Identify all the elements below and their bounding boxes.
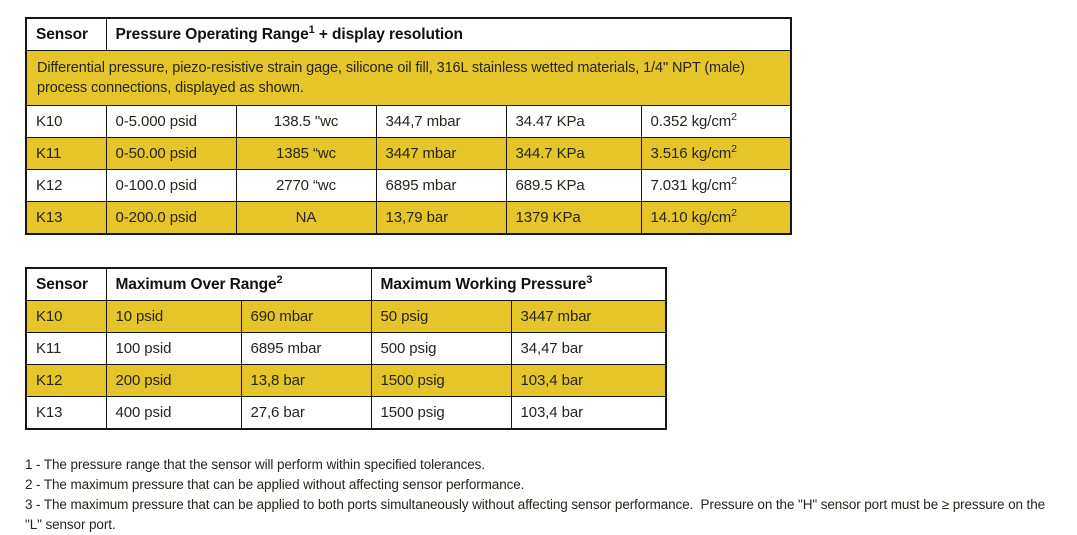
sensor-cell: K10 <box>25 105 107 138</box>
kgcm2-exponent: 2 <box>731 143 737 155</box>
mbar-cell: 6895 mbar <box>375 169 507 202</box>
maximum-over-range-header: Maximum Over Range2 <box>105 267 372 301</box>
sensor-cell: K11 <box>25 332 107 365</box>
kgcm2-cell: 3.516 kg/cm2 <box>640 137 792 170</box>
over-range-metric-cell: 13,8 bar <box>240 364 372 397</box>
kgcm2-cell: 14.10 kg/cm2 <box>640 201 792 235</box>
kpa-cell: 689.5 KPa <box>505 169 642 202</box>
over-range-metric-cell: 6895 mbar <box>240 332 372 365</box>
kgcm2-exponent: 2 <box>731 207 737 219</box>
working-pressure-metric-cell: 103,4 bar <box>510 396 667 430</box>
kgcm2-value: 14.10 kg/cm <box>650 209 732 226</box>
header-row: Sensor Pressure Operating Range1 + displ… <box>25 17 792 51</box>
working-pressure-metric-cell: 34,47 bar <box>510 332 667 365</box>
mbar-cell: 13,79 bar <box>375 201 507 235</box>
footnotes: 1 - The pressure range that the sensor w… <box>25 455 1060 535</box>
working-pressure-psig-cell: 1500 psig <box>370 364 512 397</box>
working-pressure-label: Maximum Working Pressure <box>380 275 587 293</box>
working-pressure-metric-cell: 103,4 bar <box>510 364 667 397</box>
range-header-footnote-ref: 1 <box>308 23 315 36</box>
footnote: 1 - The pressure range that the sensor w… <box>25 457 485 472</box>
over-range-label: Maximum Over Range <box>115 275 277 293</box>
table-row: K13 400 psid 27,6 bar 1500 psig 103,4 ba… <box>25 396 667 430</box>
kgcm2-cell: 7.031 kg/cm2 <box>640 169 792 202</box>
mbar-cell: 344,7 mbar <box>375 105 507 138</box>
kpa-cell: 1379 KPa <box>505 201 642 235</box>
over-range-metric-cell: 690 mbar <box>240 300 372 333</box>
maximum-working-pressure-header: Maximum Working Pressure3 <box>370 267 667 301</box>
working-pressure-footnote-ref: 3 <box>586 273 593 286</box>
table-row: K11 100 psid 6895 mbar 500 psig 34,47 ba… <box>25 332 667 365</box>
table-row: K13 0-200.0 psid NA 13,79 bar 1379 KPa 1… <box>25 201 792 235</box>
sensor-description: Differential pressure, piezo-resistive s… <box>25 50 792 106</box>
range-header-suffix: + display resolution <box>314 25 463 43</box>
footnote: 3 - The maximum pressure that can be app… <box>25 497 1049 532</box>
working-pressure-psig-cell: 1500 psig <box>370 396 512 430</box>
sensor-cell: K11 <box>25 137 107 170</box>
over-range-psid-cell: 10 psid <box>105 300 242 333</box>
table-row: K10 10 psid 690 mbar 50 psig 3447 mbar <box>25 300 667 333</box>
over-range-psid-cell: 200 psid <box>105 364 242 397</box>
footnote: 2 - The maximum pressure that can be app… <box>25 477 525 492</box>
wc-cell: 138.5 "wc <box>235 105 377 138</box>
wc-cell: NA <box>235 201 377 235</box>
over-range-psid-cell: 400 psid <box>105 396 242 430</box>
over-range-metric-cell: 27,6 bar <box>240 396 372 430</box>
kgcm2-exponent: 2 <box>731 175 737 187</box>
psid-range-cell: 0-200.0 psid <box>105 201 237 235</box>
header-row: Sensor Maximum Over Range2 Maximum Worki… <box>25 267 667 301</box>
kpa-cell: 344.7 KPa <box>505 137 642 170</box>
working-pressure-psig-cell: 500 psig <box>370 332 512 365</box>
table-row: K12 200 psid 13,8 bar 1500 psig 103,4 ba… <box>25 364 667 397</box>
sensor-cell: K13 <box>25 396 107 430</box>
wc-cell: 1385 “wc <box>235 137 377 170</box>
pressure-operating-range-table: Sensor Pressure Operating Range1 + displ… <box>25 17 792 235</box>
kgcm2-cell: 0.352 kg/cm2 <box>640 105 792 138</box>
range-header-label: Pressure Operating Range <box>115 25 309 43</box>
over-range-footnote-ref: 2 <box>276 273 283 286</box>
psid-range-cell: 0-5.000 psid <box>105 105 237 138</box>
working-pressure-psig-cell: 50 psig <box>370 300 512 333</box>
sensor-column-header: Sensor <box>25 17 107 51</box>
sensor-cell: K13 <box>25 201 107 235</box>
maximum-range-table: Sensor Maximum Over Range2 Maximum Worki… <box>25 267 668 430</box>
over-range-psid-cell: 100 psid <box>105 332 242 365</box>
sensor-description-row: Differential pressure, piezo-resistive s… <box>25 50 792 106</box>
table-row: K12 0-100.0 psid 2770 “wc 6895 mbar 689.… <box>25 169 792 202</box>
kgcm2-value: 0.352 kg/cm <box>650 113 732 130</box>
kgcm2-exponent: 2 <box>731 111 737 123</box>
kpa-cell: 34.47 KPa <box>505 105 642 138</box>
psid-range-cell: 0-50.00 psid <box>105 137 237 170</box>
table-row: K10 0-5.000 psid 138.5 "wc 344,7 mbar 34… <box>25 105 792 138</box>
sensor-cell: K12 <box>25 364 107 397</box>
sensor-cell: K12 <box>25 169 107 202</box>
sensor-column-header: Sensor <box>25 267 107 301</box>
pressure-operating-range-header: Pressure Operating Range1 + display reso… <box>105 17 792 51</box>
psid-range-cell: 0-100.0 psid <box>105 169 237 202</box>
kgcm2-value: 7.031 kg/cm <box>650 177 732 194</box>
mbar-cell: 3447 mbar <box>375 137 507 170</box>
table-row: K11 0-50.00 psid 1385 “wc 3447 mbar 344.… <box>25 137 792 170</box>
working-pressure-metric-cell: 3447 mbar <box>510 300 667 333</box>
wc-cell: 2770 “wc <box>235 169 377 202</box>
kgcm2-value: 3.516 kg/cm <box>650 145 732 162</box>
sensor-cell: K10 <box>25 300 107 333</box>
